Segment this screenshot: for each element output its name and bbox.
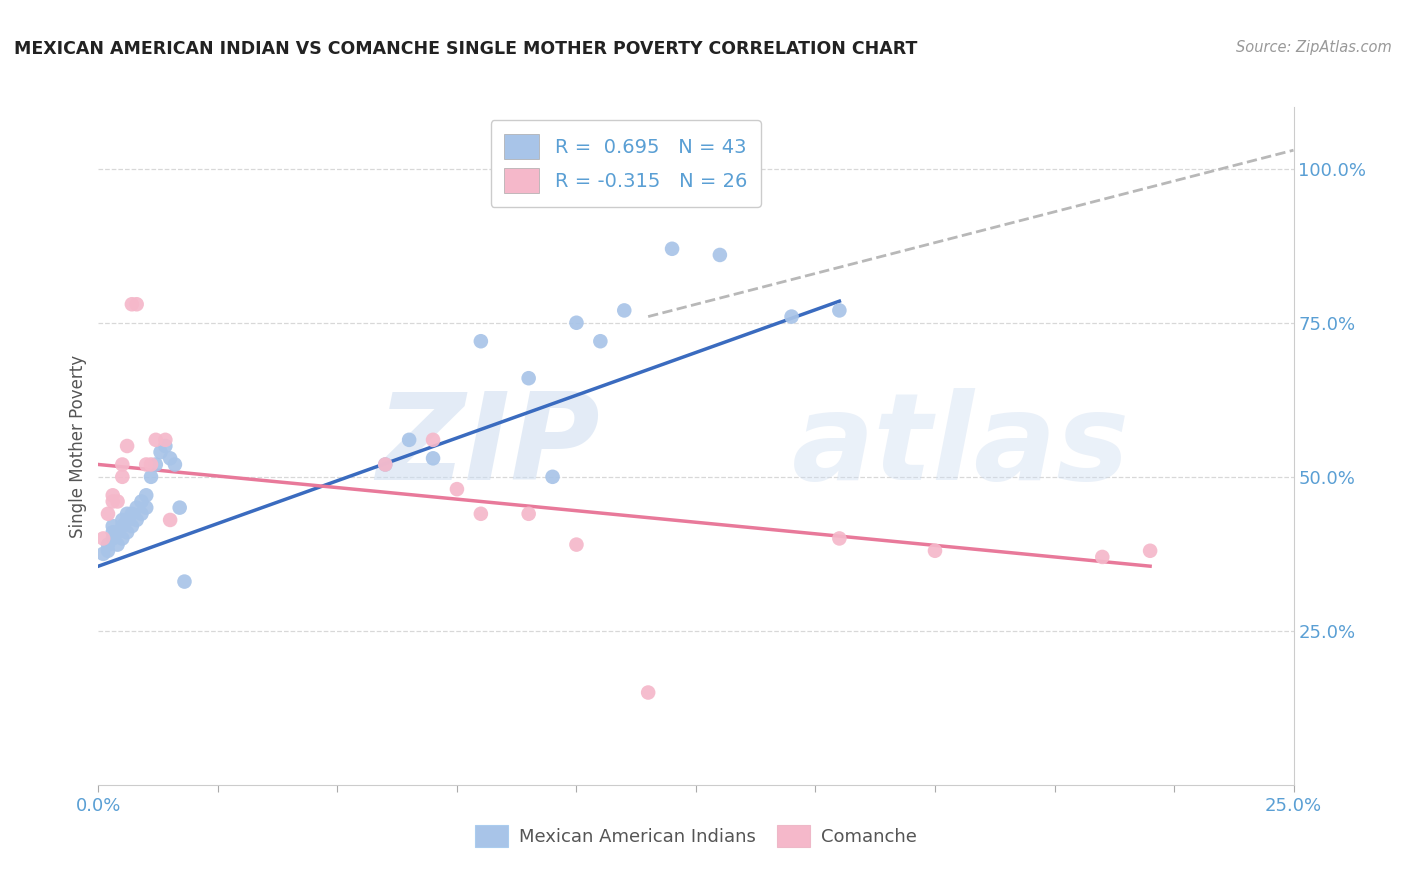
Point (149, 445, 172, 459)
Point (111, 458, 134, 472)
Point (470, 507, 492, 521)
Point (115, 507, 138, 521)
Point (135, 488, 157, 502)
Text: MEXICAN AMERICAN INDIAN VS COMANCHE SINGLE MOTHER POVERTY CORRELATION CHART: MEXICAN AMERICAN INDIAN VS COMANCHE SING… (14, 40, 918, 58)
Point (125, 500, 148, 515)
Point (97, 543, 120, 558)
Point (374, 458, 396, 472)
Point (924, 543, 946, 558)
Point (145, 433, 167, 447)
Point (565, 538, 588, 552)
Point (121, 519, 143, 533)
Point (101, 519, 124, 533)
Point (111, 532, 134, 546)
Point (107, 538, 129, 552)
Point (115, 513, 138, 527)
Point (125, 297, 148, 311)
Point (828, 303, 851, 318)
Point (111, 470, 134, 484)
Point (101, 488, 124, 502)
Point (121, 507, 143, 521)
Point (131, 494, 153, 508)
Point (517, 371, 540, 385)
Point (97, 507, 120, 521)
Point (637, 685, 659, 699)
Point (131, 507, 153, 521)
Point (107, 525, 129, 540)
Point (470, 334, 492, 349)
Point (155, 433, 177, 447)
Point (111, 519, 134, 533)
Point (125, 513, 148, 527)
Point (780, 310, 803, 324)
Text: Source: ZipAtlas.com: Source: ZipAtlas.com (1236, 40, 1392, 55)
Point (91, 532, 114, 546)
Point (163, 458, 186, 472)
Point (661, 242, 683, 256)
Point (107, 494, 129, 508)
Legend: Mexican American Indians, Comanche: Mexican American Indians, Comanche (468, 817, 924, 854)
Point (374, 458, 396, 472)
Point (101, 532, 124, 546)
Point (135, 500, 157, 515)
Point (541, 470, 564, 484)
Point (1139, 543, 1161, 558)
Point (139, 458, 162, 472)
Point (97, 538, 120, 552)
Point (173, 574, 195, 589)
Point (139, 470, 162, 484)
Point (828, 532, 851, 546)
Point (115, 525, 138, 540)
Point (101, 525, 124, 540)
Point (169, 500, 191, 515)
Text: ZIP: ZIP (377, 387, 600, 505)
Point (101, 494, 124, 508)
Point (121, 297, 143, 311)
Point (159, 451, 181, 466)
Point (159, 513, 181, 527)
Point (517, 507, 540, 521)
Point (565, 316, 588, 330)
Point (589, 334, 612, 349)
Point (115, 439, 138, 453)
Text: atlas: atlas (792, 387, 1129, 505)
Point (1091, 549, 1114, 564)
Point (111, 513, 134, 527)
Point (145, 458, 167, 472)
Y-axis label: Single Mother Poverty: Single Mother Poverty (69, 354, 87, 538)
Point (155, 439, 177, 453)
Point (422, 451, 444, 466)
Point (91, 547, 114, 561)
Point (709, 248, 731, 262)
Point (422, 433, 444, 447)
Point (398, 433, 420, 447)
Point (135, 458, 157, 472)
Point (613, 303, 636, 318)
Point (446, 482, 468, 496)
